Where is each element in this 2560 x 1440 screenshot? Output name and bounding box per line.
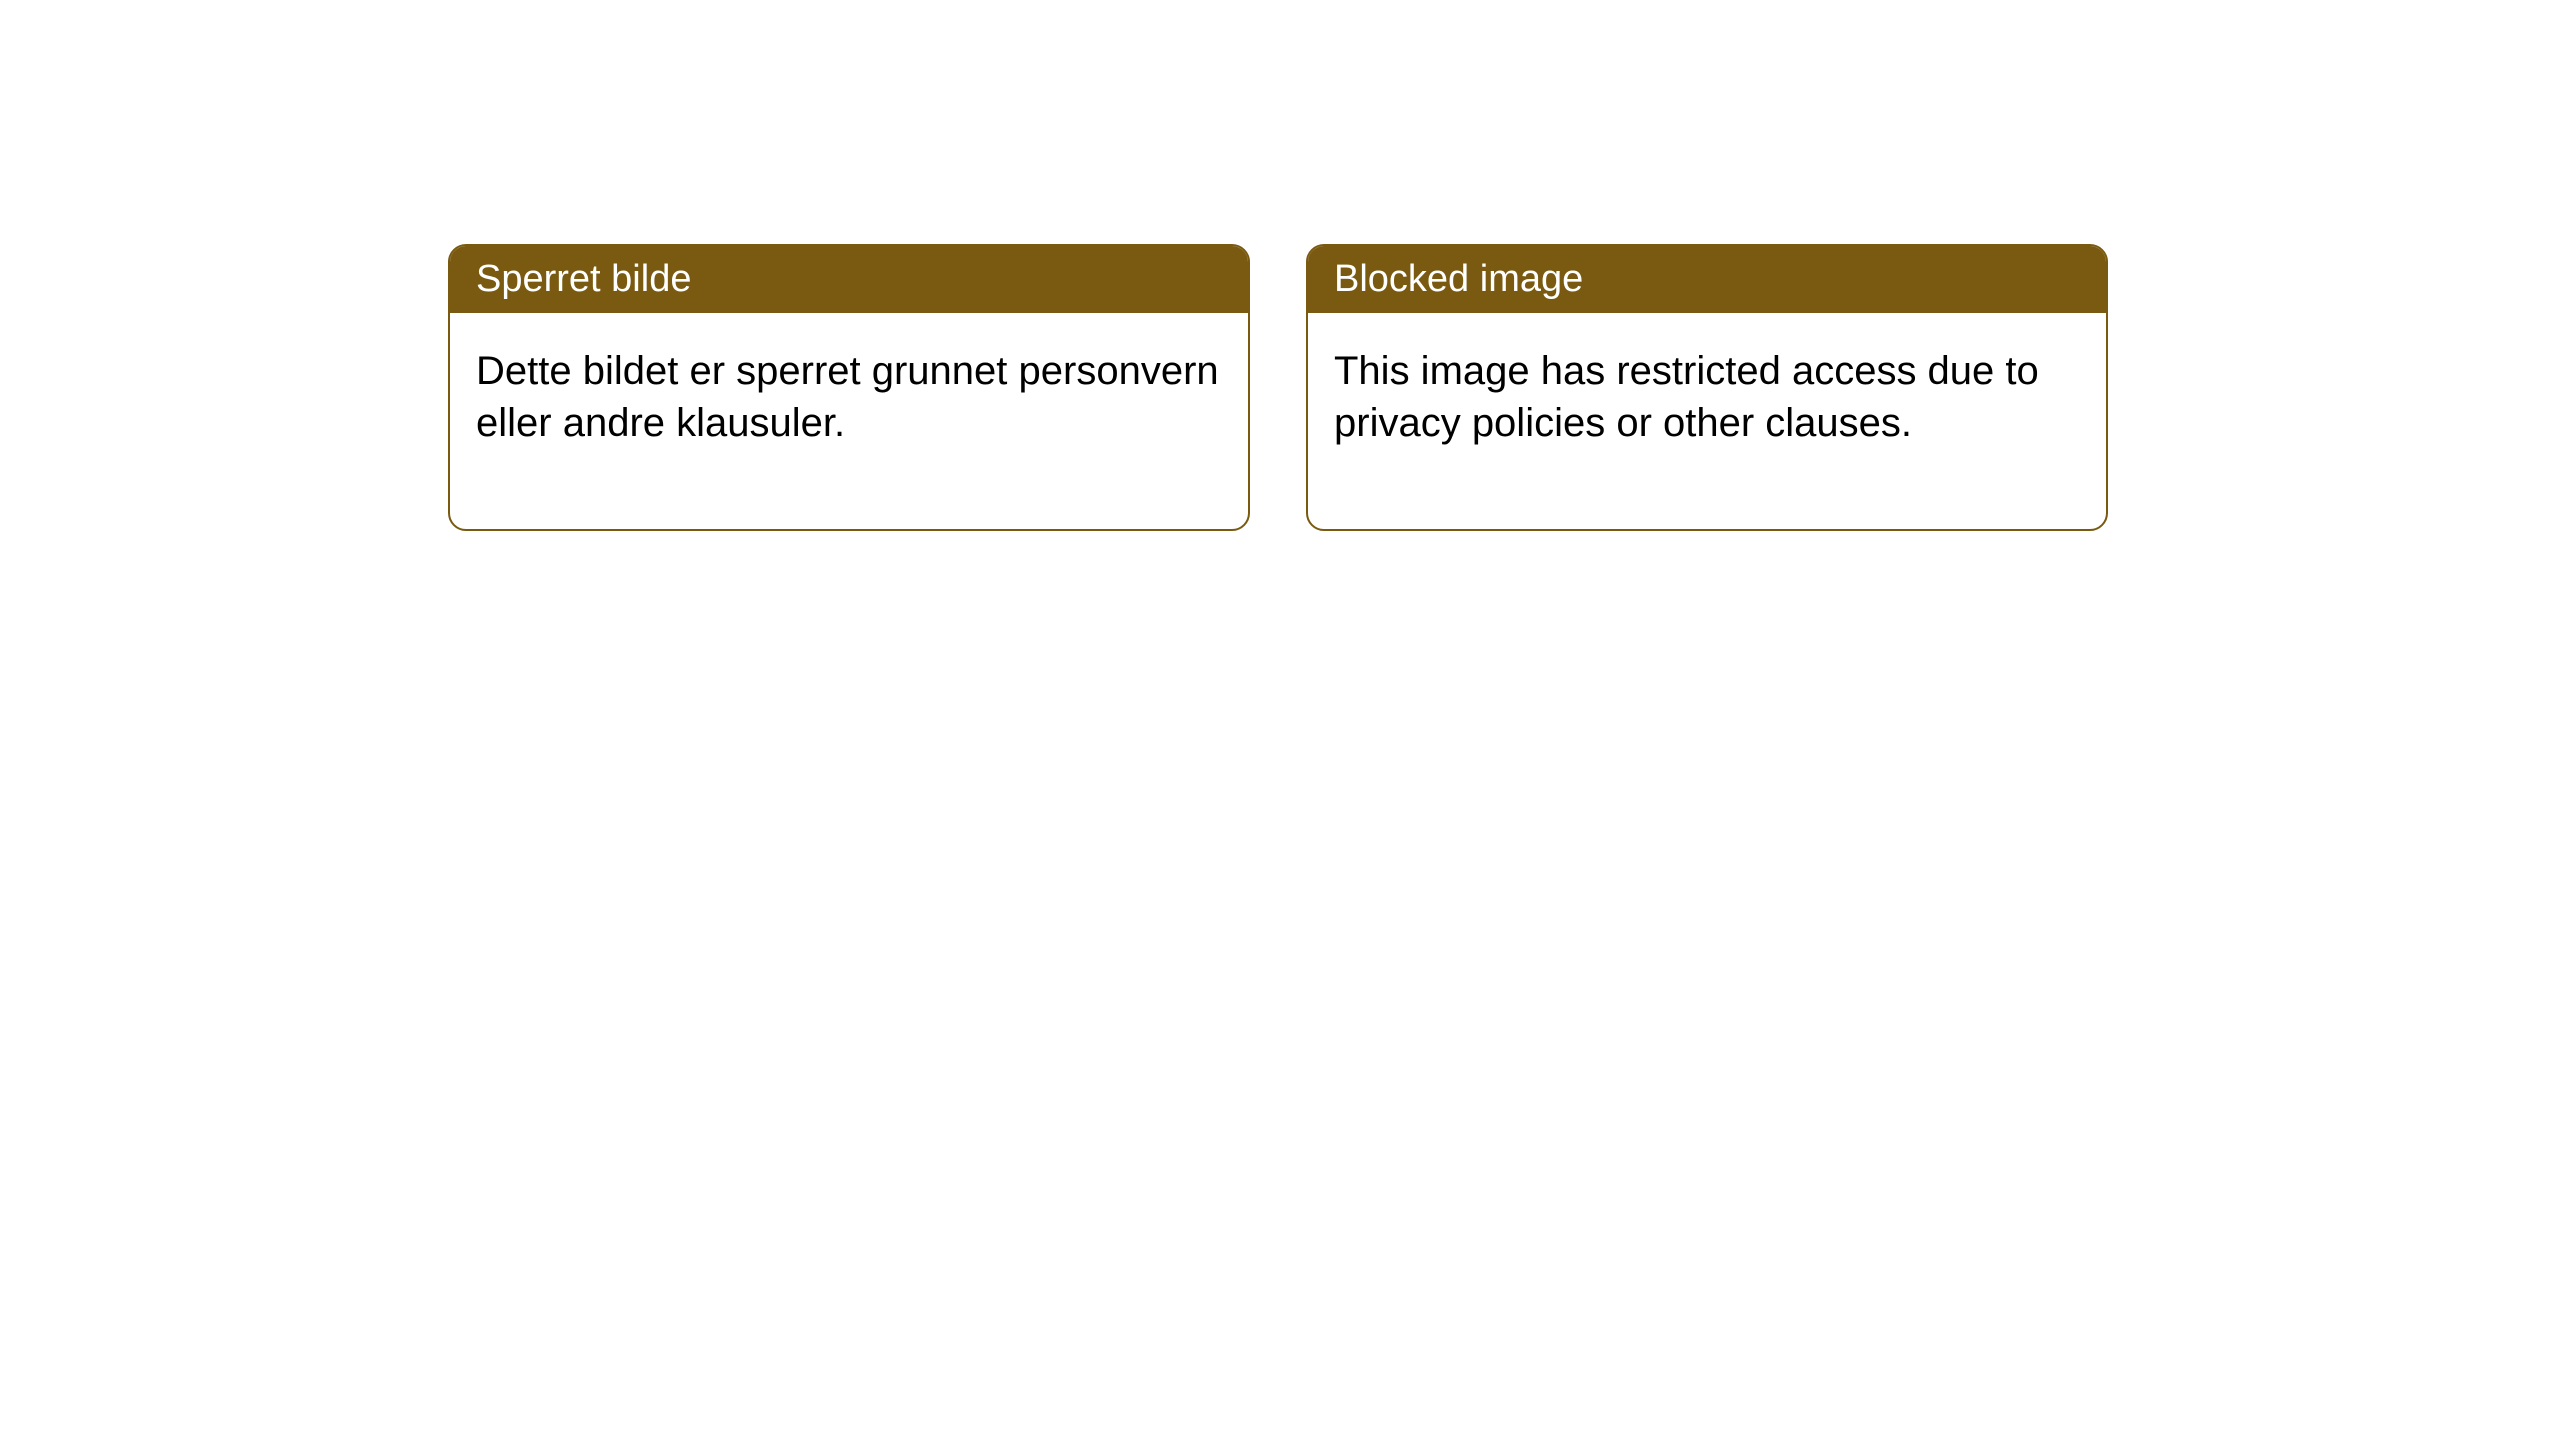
notice-body: Dette bildet er sperret grunnet personve… bbox=[450, 313, 1248, 529]
notice-body-text: This image has restricted access due to … bbox=[1334, 349, 2039, 445]
notice-container: Sperret bilde Dette bildet er sperret gr… bbox=[448, 244, 2108, 531]
notice-header: Blocked image bbox=[1308, 246, 2106, 313]
notice-title: Sperret bilde bbox=[476, 258, 691, 300]
notice-box-norwegian: Sperret bilde Dette bildet er sperret gr… bbox=[448, 244, 1250, 531]
notice-body: This image has restricted access due to … bbox=[1308, 313, 2106, 529]
notice-header: Sperret bilde bbox=[450, 246, 1248, 313]
notice-box-english: Blocked image This image has restricted … bbox=[1306, 244, 2108, 531]
notice-title: Blocked image bbox=[1334, 258, 1583, 300]
notice-body-text: Dette bildet er sperret grunnet personve… bbox=[476, 349, 1219, 445]
